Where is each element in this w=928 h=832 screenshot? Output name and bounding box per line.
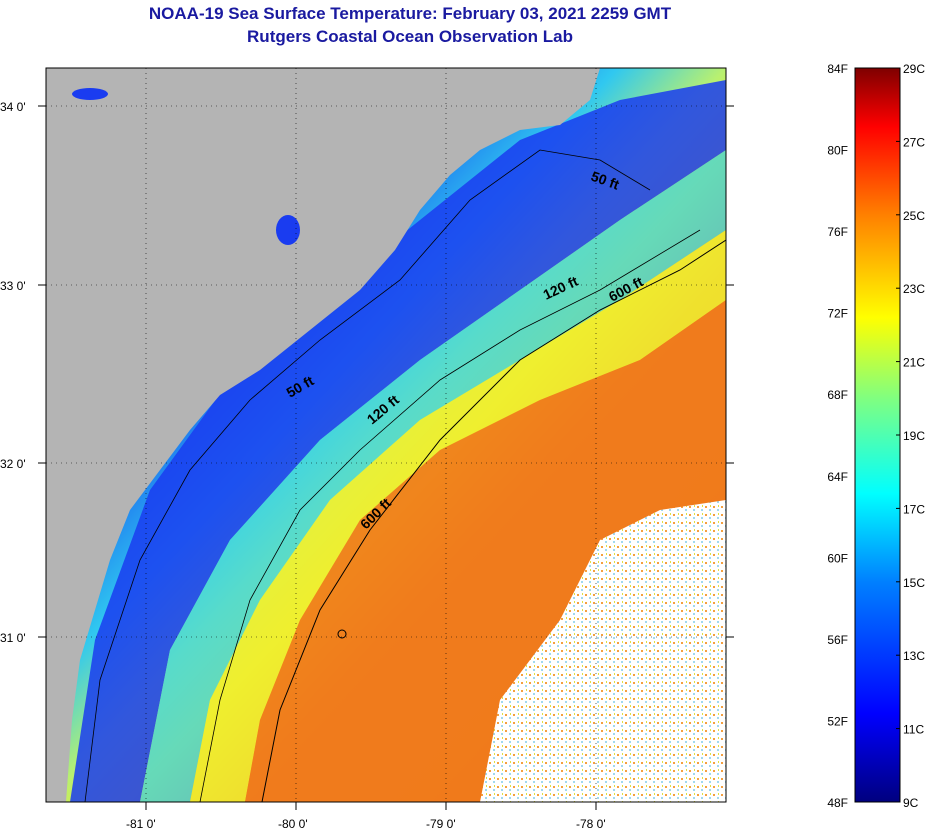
colorbar-label-f: 80F	[827, 144, 848, 158]
colorbar-label-c: 27C	[903, 135, 925, 149]
colorbar-label-f: 76F	[827, 225, 848, 239]
cold-shelf-water	[70, 80, 726, 802]
contour-120ft	[199, 229, 701, 802]
colorbar-label-c: 23C	[903, 282, 925, 296]
lat-label: 31 0'	[0, 631, 26, 645]
colorbar-label-f: 68F	[827, 388, 848, 402]
map-title: NOAA-19 Sea Surface Temperature: Februar…	[148, 4, 672, 23]
colorbar	[854, 67, 901, 803]
colorbar-label-c: 21C	[903, 356, 925, 370]
graticule	[46, 68, 726, 802]
cloud-cover	[480, 500, 726, 802]
colorbar-label-f: 56F	[827, 633, 848, 647]
land	[46, 68, 600, 802]
colorbar-label-c: 15C	[903, 576, 925, 590]
colorbar-ticks	[896, 67, 900, 803]
lake	[72, 88, 108, 100]
outer-shelf-water	[190, 230, 726, 802]
colorbar-label-c: 9C	[903, 796, 919, 810]
map-frame	[45, 67, 727, 803]
lon-label: -80 0'	[278, 817, 308, 831]
colorbar-label-c: 17C	[903, 502, 925, 516]
colorbar-label-c: 19C	[903, 429, 925, 443]
lat-label: 34 0'	[0, 100, 26, 114]
colorbar-label-c: 29C	[903, 62, 925, 76]
colorbar-label-c: 11C	[903, 723, 924, 737]
colorbar-label-f: 72F	[827, 307, 848, 321]
colorbar-label-c: 25C	[903, 209, 925, 223]
contour-50ft	[84, 149, 651, 802]
colorbar-label-f: 60F	[827, 551, 848, 565]
colorbar-label-f: 84F	[827, 62, 848, 76]
colorbar-label-f: 64F	[827, 470, 848, 484]
colorbar-label-f: 48F	[827, 796, 848, 810]
lat-label: 33 0'	[0, 279, 26, 293]
lat-label: 32 0'	[0, 457, 26, 471]
map-panel: 50 ft 50 ft 120 ft 120 ft 600 ft 600 ft	[46, 68, 726, 802]
contour-ring	[337, 629, 347, 639]
contour-600ft	[261, 239, 726, 802]
lake	[276, 215, 300, 245]
lon-label: -78 0'	[576, 817, 606, 831]
lon-label: -81 0'	[126, 817, 156, 831]
mid-shelf-water	[140, 150, 726, 802]
colorbar-labels: 84F 80F 76F 72F 68F 64F 60F 56F 52F 48F 29C 27C 25C 2…	[827, 62, 925, 810]
colorbar-label-f: 52F	[827, 714, 848, 728]
colorbar-label-c: 13C	[903, 649, 925, 663]
lon-label: -79 0'	[426, 817, 456, 831]
map-subtitle: Rutgers Coastal Ocean Observation Lab	[247, 27, 573, 46]
map-ticks	[38, 105, 734, 810]
